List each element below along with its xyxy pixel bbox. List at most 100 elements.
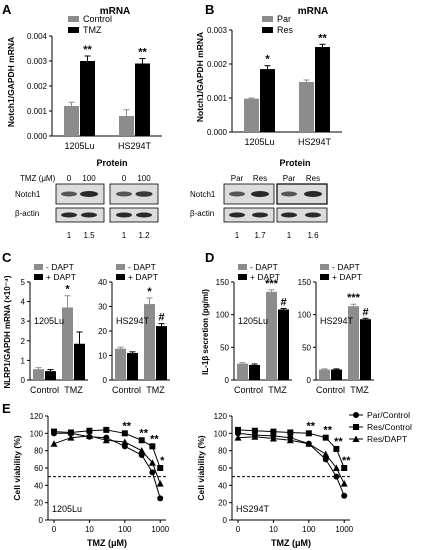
blot-b-row-notch1: Notch1	[190, 190, 216, 199]
chart-d-legend-label: + DAPT	[250, 272, 280, 282]
chart-e-sub1-series-line	[54, 432, 161, 499]
chart-e-sub1-point	[51, 428, 57, 435]
blot-b-box-2	[276, 183, 328, 205]
chart-c-sub2-category-label: TMZ	[146, 385, 165, 395]
chart-e-sub2-point	[251, 427, 258, 434]
chart-d-sub2-category-label: TMZ	[350, 385, 369, 395]
band	[81, 212, 97, 218]
chart-c-sub2-y-tick-label: 40	[98, 278, 107, 287]
chart-e-sub2-x-tick-label: 0	[236, 525, 241, 534]
chart-b-y-tick-label: 0.003	[207, 26, 228, 35]
chart-d-sub1-y-tick-label: 150	[216, 278, 230, 287]
chart-a-legend-swatch	[68, 27, 79, 33]
chart-c-sub1-y-tick-label: 1	[21, 356, 26, 365]
band	[229, 191, 245, 197]
chart-e-sub1-significance-marker: **	[123, 420, 132, 432]
chart-c-legend-label: + DAPT	[128, 272, 158, 282]
chart-e-sub2-point	[341, 465, 348, 471]
chart-e-sub1-point	[156, 480, 164, 487]
chart-b-legend-swatch	[262, 27, 273, 33]
blot-a-title: Protein	[96, 158, 127, 168]
chart-e-sub1-point	[50, 440, 58, 447]
chart-c-sub2-bar	[115, 348, 126, 380]
chart-b-y-tick-label: 0.000	[207, 128, 228, 137]
band	[135, 191, 153, 197]
blot-a-box-4	[109, 207, 159, 223]
chart-e-sub2-significance-marker: **	[342, 455, 351, 467]
chart-e-sub1-y-tick-label: 80	[34, 447, 43, 456]
chart-d-sub1-bar	[237, 363, 248, 380]
chart-e-sub2-x-tick-label: 100	[302, 525, 316, 534]
chart-d-legend-swatch	[238, 274, 247, 280]
band	[281, 212, 297, 218]
chart-e-sub2-point	[340, 480, 348, 487]
chart-e-sub2-x-tick-label: 10	[269, 525, 278, 534]
chart-c-legend-label: + DAPT	[46, 272, 76, 282]
chart-a-y-tick-label: 0.000	[27, 132, 48, 141]
chart-d-sub1-bar	[278, 309, 289, 380]
chart-c-sub1-y-tick-label: 4	[21, 298, 26, 307]
chart-e-sub2-significance-marker: **	[323, 425, 332, 437]
chart-c-legend-label: - DAPT	[128, 262, 156, 272]
chart-c-sub1-bar	[33, 369, 44, 380]
chart-b-bar	[260, 69, 275, 132]
chart-a-significance-marker: **	[138, 47, 147, 59]
chart-e-sub2-point	[287, 429, 294, 436]
band	[304, 191, 322, 197]
chart-d-sub1-y-tick-label: 100	[216, 311, 230, 320]
chart-e-sub2-point	[333, 473, 340, 480]
blot-a-lane-1: 0	[67, 174, 72, 183]
blot-b-quant-2: 1.7	[254, 231, 266, 240]
chart-e-sub2-series-line	[237, 432, 345, 496]
blot-a-quant-1: 1	[67, 231, 72, 240]
chart-e-legend-label: Par/Control	[367, 410, 410, 420]
chart-e-sub1-point	[102, 436, 110, 444]
chart-d-sub2-y-tick-label: 150	[298, 278, 312, 287]
chart-c-sub2-bar	[127, 353, 138, 380]
chart-b-legend-swatch	[262, 16, 273, 22]
chart-e-sub1-point	[157, 465, 164, 471]
chart-c-sub2-y-tick-label: 30	[98, 303, 107, 312]
band	[305, 212, 321, 218]
blot-b-quant-4: 1.6	[307, 231, 319, 240]
blot-b-lane-4: Res	[306, 174, 320, 183]
band	[251, 191, 269, 197]
chart-e-sub1-y-tick-label: 100	[30, 429, 44, 438]
chart-e-legend-label: Res/Control	[367, 422, 412, 432]
chart-e-sub2-significance-marker: **	[334, 436, 343, 448]
blot-b-box-4	[276, 207, 328, 223]
chart-c-sub1-y-tick-label: 3	[21, 317, 26, 326]
chart-e-sub1-series-line	[53, 435, 161, 484]
chart-c-sub2-cell-label: HS294T	[116, 316, 150, 326]
chart-e-sub1-point	[157, 495, 164, 502]
chart-b-category-label: HS294T	[298, 137, 332, 147]
panel-label-b: B	[205, 2, 214, 17]
band	[80, 191, 98, 197]
chart-e-sub2-cell-label: HS294T	[236, 504, 270, 514]
chart-b-bar	[299, 82, 314, 132]
chart-e-sub2-y-axis-label: Cell viability (%)	[196, 435, 206, 500]
chart-e-sub1-point	[85, 432, 93, 439]
chart-e-sub2-point	[332, 464, 340, 471]
chart-e-sub2-point	[341, 492, 348, 499]
chart-c-sub2-y-tick-label: 10	[98, 352, 107, 361]
chart-e-sub2-y-tick-label: 40	[218, 481, 227, 490]
chart-e-sub2-series-line	[237, 436, 345, 484]
chart-c-sub1-bar	[74, 343, 85, 380]
chart-d-sub2-y-tick-label: 0	[307, 376, 312, 385]
chart-a-y-tick-label: 0.001	[27, 107, 48, 116]
chart-e-sub2-point	[333, 445, 340, 452]
chart-d-sub2-bar	[319, 369, 330, 380]
chart-a-category-label: 1205Lu	[64, 141, 94, 151]
chart-d-legend-swatch	[320, 264, 329, 270]
chart-a-bar	[64, 106, 79, 136]
band	[61, 212, 77, 218]
chart-d-legend-label: - DAPT	[332, 262, 360, 272]
blot-b-lane-1: Par	[231, 174, 244, 183]
chart-e-sub2-y-tick-label: 0	[223, 516, 228, 525]
blot-a-row-notch1: Notch1	[15, 190, 41, 199]
panel-label-e: E	[2, 401, 11, 416]
chart-e-sub2-point	[305, 440, 313, 447]
chart-d-sub2-category-label: Control	[316, 385, 345, 395]
chart-e-sub1-point	[121, 430, 128, 437]
